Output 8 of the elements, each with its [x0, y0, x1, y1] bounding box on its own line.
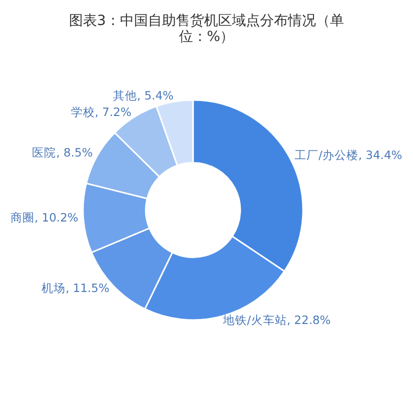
slice-label: 地铁/火车站, 22.8% [222, 313, 331, 328]
slice-label: 工厂/办公楼, 34.4% [294, 148, 402, 162]
slice-label: 其他, 5.4% [113, 88, 174, 103]
slice-label: 机场, 11.5% [42, 280, 110, 295]
slice-label: 学校, 7.2% [70, 104, 132, 119]
chart-title: 图表3：中国自助售货机区域点分布情况（单位：%） [69, 13, 344, 45]
slice-label: 商圈, 10.2% [10, 210, 78, 225]
slice-label: 医院, 8.5% [32, 146, 93, 160]
